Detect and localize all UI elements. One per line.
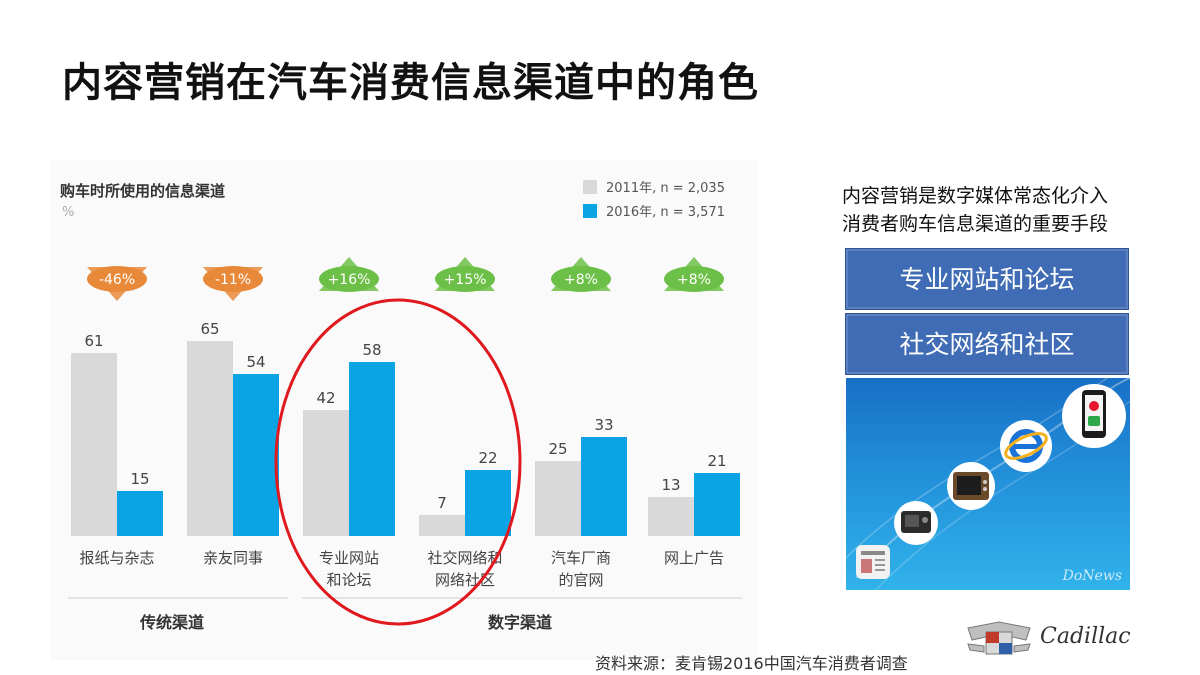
bar-2-0 <box>303 410 349 536</box>
change-badge-0 <box>87 266 147 292</box>
change-badge-4 <box>551 266 611 292</box>
bar-value-4-0: 25 <box>548 440 567 458</box>
change-badge-3 <box>435 266 495 292</box>
legend-swatch-1 <box>583 204 597 218</box>
change-badge-2 <box>319 266 379 292</box>
media-illustration-svg <box>846 378 1130 590</box>
category-label-2-0: 专业网站 <box>319 549 379 567</box>
legend-swatch-0 <box>583 180 597 194</box>
bar-value-0-0: 61 <box>84 332 103 350</box>
bar-4-0 <box>535 461 581 536</box>
channel-box-professional-sites: 专业网站和论坛 <box>845 248 1129 310</box>
bar-value-5-0: 13 <box>661 476 680 494</box>
change-label-1: -11% <box>215 272 251 288</box>
right-caption: 内容营销是数字媒体常态化介入 消费者购车信息渠道的重要手段 <box>795 182 1155 238</box>
caption-line-2: 消费者购车信息渠道的重要手段 <box>841 213 1108 235</box>
brand-name: Cadillac <box>1040 624 1131 649</box>
chart-panel: 购车时所使用的信息渠道% 2011年, n = 2,035 2016年, n = 3… <box>50 160 758 660</box>
brand-logo: Cadillac <box>964 618 1164 658</box>
category-label-4-0: 汽车厂商 <box>551 549 611 567</box>
bar-5-1 <box>694 473 740 536</box>
category-label-2-1: 和论坛 <box>326 571 371 589</box>
channel-box-social-networks: 社交网络和社区 <box>845 313 1129 375</box>
group-label-traditional: 传统渠道 <box>139 613 204 632</box>
bar-1-0 <box>187 341 233 536</box>
smartphone-weibo-icon <box>1062 384 1126 448</box>
bar-2-1 <box>349 362 395 536</box>
group-label-digital: 数字渠道 <box>488 613 552 632</box>
tv-icon <box>947 462 995 510</box>
bar-value-3-0: 7 <box>437 494 447 512</box>
source-note: 资料来源：麦肯锡2016中国汽车消费者调查 <box>595 654 908 673</box>
change-label-3: +15% <box>444 272 487 288</box>
change-badge-5 <box>664 266 724 292</box>
change-label-0: -46% <box>99 272 135 288</box>
bar-value-2-1: 58 <box>362 341 381 359</box>
category-label-5-0: 网上广告 <box>664 549 724 567</box>
category-label-0-0: 报纸与杂志 <box>79 549 154 567</box>
slide-title: 内容营销在汽车消费信息渠道中的角色 <box>62 60 759 106</box>
internet-explorer-icon <box>1000 420 1052 472</box>
change-label-4: +8% <box>564 272 598 288</box>
bar-0-0 <box>71 353 117 536</box>
legend-label-0: 2011年, n = 2,035 <box>606 181 725 196</box>
newspaper-icon <box>856 545 890 579</box>
category-label-3-1: 网络社区 <box>435 571 495 589</box>
media-evolution-illustration: DoNews <box>846 378 1130 590</box>
bar-value-1-0: 65 <box>200 320 219 338</box>
chart-title: 购车时所使用的信息渠道 <box>60 182 225 200</box>
bar-value-0-1: 15 <box>130 470 149 488</box>
donews-watermark: DoNews <box>1062 568 1122 584</box>
bar-value-5-1: 21 <box>707 452 726 470</box>
bar-value-1-1: 54 <box>246 353 265 371</box>
category-label-4-1: 的官网 <box>558 571 603 589</box>
chart-unit: % <box>62 205 74 220</box>
change-label-2: +16% <box>328 272 371 288</box>
bar-value-4-1: 33 <box>594 416 613 434</box>
bar-4-1 <box>581 437 627 536</box>
legend-label-1: 2016年, n = 3,571 <box>606 205 725 220</box>
cadillac-crest-icon <box>967 621 1031 655</box>
radio-icon <box>894 501 938 545</box>
bar-0-1 <box>117 491 163 536</box>
bar-3-0 <box>419 515 465 536</box>
highlight-ellipse <box>274 298 522 626</box>
category-label-1-0: 亲友同事 <box>203 549 263 567</box>
bar-chart: 购车时所使用的信息渠道% 2011年, n = 2,035 2016年, n = 3… <box>60 180 742 632</box>
bar-1-1 <box>233 374 279 536</box>
bar-3-1 <box>465 470 511 536</box>
bar-value-2-0: 42 <box>316 389 335 407</box>
change-label-5: +8% <box>677 272 711 288</box>
bar-value-3-1: 22 <box>478 449 497 467</box>
category-label-3-0: 社交网络和 <box>427 549 502 567</box>
caption-line-1: 内容营销是数字媒体常态化介入 <box>841 185 1108 207</box>
change-badge-1 <box>203 266 263 292</box>
bar-5-0 <box>648 497 694 536</box>
